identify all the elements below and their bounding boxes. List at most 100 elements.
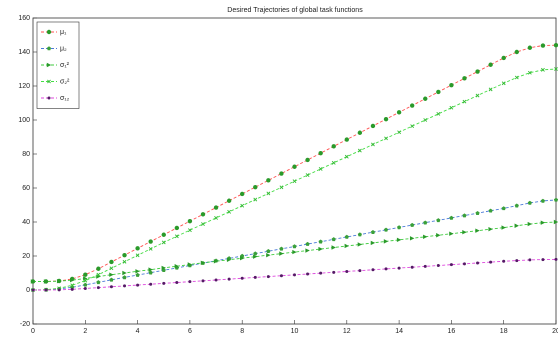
marker xyxy=(226,257,232,262)
x-tick-label: 4 xyxy=(136,328,140,335)
marker xyxy=(370,240,376,246)
marker xyxy=(109,266,114,271)
marker xyxy=(318,239,323,244)
marker xyxy=(423,220,428,225)
marker xyxy=(384,267,388,271)
marker xyxy=(96,280,101,285)
marker xyxy=(344,137,349,142)
x-tick-label: 16 xyxy=(448,328,456,335)
marker xyxy=(213,259,219,264)
marker xyxy=(436,111,441,116)
marker xyxy=(266,191,271,196)
chart-title: Desired Trajectories of global task func… xyxy=(227,7,363,14)
marker xyxy=(305,248,310,253)
marker xyxy=(149,282,153,286)
marker xyxy=(56,278,62,284)
y-tick-label: 160 xyxy=(18,15,30,22)
marker xyxy=(240,191,245,197)
marker xyxy=(43,279,49,284)
marker xyxy=(161,232,166,237)
marker xyxy=(305,241,310,246)
marker xyxy=(188,280,192,284)
marker xyxy=(46,62,52,68)
marker xyxy=(174,264,180,269)
marker xyxy=(279,246,284,251)
marker xyxy=(148,270,153,275)
y-tick-label: 140 xyxy=(18,49,30,56)
x-tick-label: 8 xyxy=(240,328,244,335)
marker xyxy=(46,29,52,35)
marker xyxy=(96,286,100,290)
marker xyxy=(318,150,323,156)
marker xyxy=(553,219,558,225)
marker xyxy=(83,286,87,290)
marker xyxy=(357,130,363,135)
marker xyxy=(47,79,51,84)
marker xyxy=(410,124,415,129)
marker xyxy=(135,246,140,251)
marker xyxy=(332,270,336,274)
marker xyxy=(135,272,140,277)
marker xyxy=(331,160,336,165)
marker xyxy=(554,67,558,71)
marker xyxy=(488,208,493,213)
marker xyxy=(553,197,558,202)
marker xyxy=(240,276,244,280)
y-tick-label: 20 xyxy=(22,253,30,260)
x-tick-label: 2 xyxy=(83,328,87,335)
marker xyxy=(253,254,258,259)
legend: μ₁ μ₂ σ₁² σ₂² σ₁₂ xyxy=(36,21,80,109)
marker xyxy=(514,223,519,228)
series xyxy=(31,67,558,292)
marker xyxy=(187,262,193,267)
marker xyxy=(148,246,153,251)
marker xyxy=(410,265,414,269)
marker xyxy=(488,87,493,92)
legend-label: μ₁ xyxy=(60,29,67,36)
marker xyxy=(70,287,74,291)
marker xyxy=(527,45,533,50)
marker xyxy=(318,167,323,171)
marker xyxy=(541,258,545,262)
marker xyxy=(83,278,88,283)
marker xyxy=(410,222,415,227)
marker xyxy=(449,263,453,267)
marker xyxy=(501,55,506,61)
marker xyxy=(528,258,532,262)
marker xyxy=(462,76,467,81)
marker xyxy=(527,200,532,205)
marker xyxy=(553,43,558,48)
marker xyxy=(371,268,375,272)
marker xyxy=(96,266,101,271)
marker xyxy=(319,271,323,275)
marker xyxy=(462,99,467,104)
marker xyxy=(449,215,454,220)
marker xyxy=(475,93,480,98)
marker xyxy=(501,81,506,86)
marker xyxy=(161,240,166,245)
marker xyxy=(200,212,206,217)
marker xyxy=(344,154,349,159)
marker xyxy=(123,284,127,288)
marker xyxy=(423,118,428,122)
marker xyxy=(136,283,140,287)
marker xyxy=(279,171,284,176)
marker xyxy=(201,279,205,283)
marker xyxy=(540,220,546,225)
marker xyxy=(554,257,558,261)
marker xyxy=(174,234,179,239)
marker xyxy=(514,75,519,80)
marker xyxy=(462,230,467,235)
marker xyxy=(502,259,506,263)
marker xyxy=(357,242,363,247)
marker xyxy=(449,105,454,110)
marker xyxy=(514,203,519,208)
marker xyxy=(187,228,192,233)
marker xyxy=(266,249,271,254)
marker xyxy=(135,253,140,258)
marker xyxy=(96,272,101,277)
marker xyxy=(201,222,205,226)
marker xyxy=(109,285,113,289)
marker xyxy=(266,275,270,279)
